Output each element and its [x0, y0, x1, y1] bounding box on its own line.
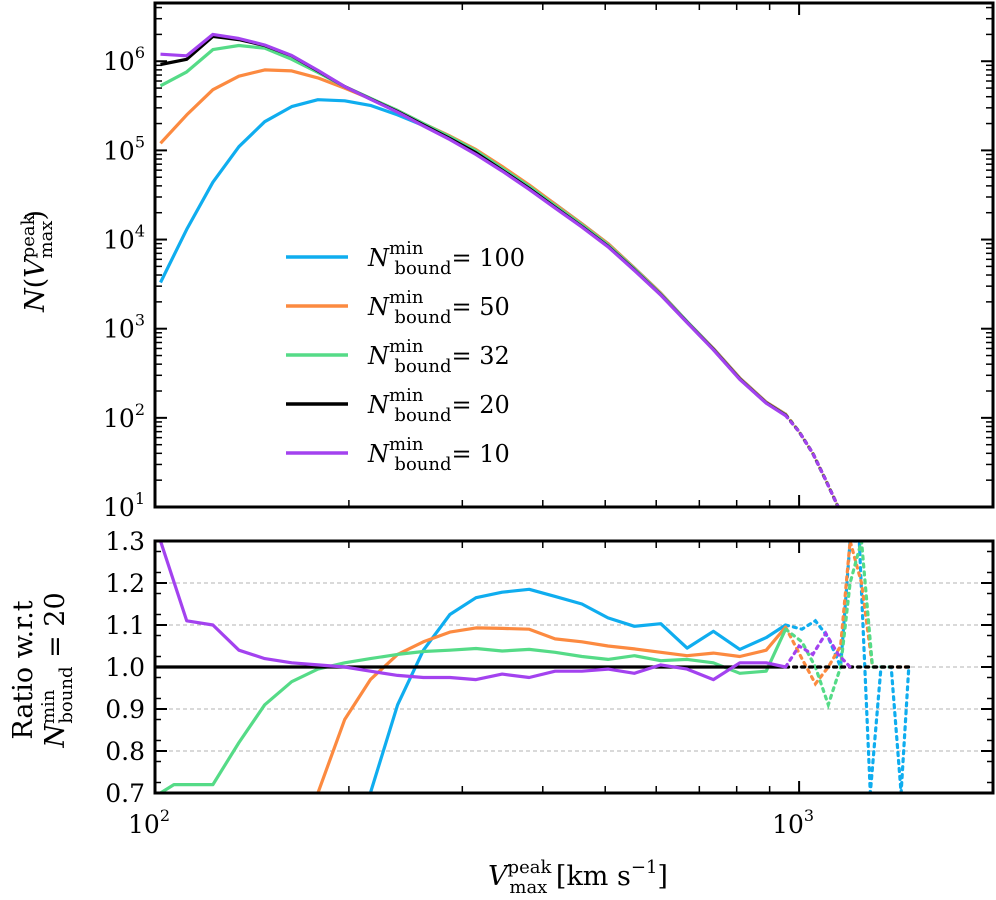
y-tick-label: 105 — [103, 132, 145, 165]
bottom-y-axis-label-line1: Ratio w.r.t — [8, 600, 39, 739]
y-tick-label: 0.7 — [105, 779, 145, 808]
y-tick-exponent: 5 — [135, 132, 145, 151]
top-axes-frame — [153, 1, 995, 509]
legend-value: = 32 — [452, 342, 510, 370]
y-tick-label: 104 — [103, 222, 145, 255]
top-series-lines — [159, 32, 840, 507]
y-tick-label: 102 — [103, 400, 145, 433]
legend-superscript: min — [389, 434, 424, 455]
bottom-y-axis-label-line2: Nminbound = 20 — [38, 592, 77, 748]
y-tick-base: 10 — [103, 315, 135, 344]
legend-entry-label: Nmin bound= 10 — [367, 434, 510, 475]
y-tick-exponent: 2 — [135, 400, 145, 419]
y-tick-label: 1.3 — [105, 527, 145, 556]
legend-value: = 100 — [452, 244, 526, 272]
x-axis-label: Vpeak max [km s−1] — [488, 857, 668, 898]
bottom-y-tick-labels: 0.7 0.8 0.9 1.0 1.1 1.2 1.3 — [105, 527, 145, 808]
bottom-panel: 0.70.80.91.01.11.21.3 102 103 Ratio w.r.t… — [8, 527, 995, 898]
y-tick-base: 10 — [103, 136, 135, 165]
bottom-series-0-line — [368, 587, 787, 793]
legend-superscript: min — [389, 287, 424, 308]
bottom-x-tick-labels: 102 103 — [128, 806, 814, 839]
legend-superscript: min — [389, 336, 424, 357]
legend-superscript: min — [389, 238, 424, 259]
y-tick-label: 101 — [103, 489, 145, 522]
x-tick-base: 10 — [128, 810, 160, 839]
legend-entry-label: Nmin bound= 50 — [367, 287, 510, 328]
y-tick-exponent: 1 — [135, 489, 145, 508]
y-tick-label: 103 — [103, 311, 145, 344]
y-tick-base: 10 — [103, 493, 135, 522]
legend-symbol: N — [367, 440, 390, 468]
legend-superscript: min — [389, 385, 424, 406]
x-tick-exponent: 2 — [160, 806, 170, 825]
legend-subscript: bound — [394, 307, 451, 328]
x-tick-base: 10 — [772, 810, 804, 839]
legend-symbol: N — [367, 391, 390, 419]
y-tick-label: 0.9 — [105, 695, 145, 724]
legend-subscript: bound — [394, 405, 451, 426]
y-tick-base: 10 — [103, 226, 135, 255]
legend-symbol: N — [367, 293, 390, 321]
legend-symbol: N — [367, 244, 390, 272]
y-tick-base: 10 — [103, 47, 135, 76]
bottom-series-lines — [155, 541, 911, 793]
legend-symbol: N — [367, 342, 390, 370]
legend-entry-label: Nmin bound= 20 — [367, 385, 510, 426]
legend-value: = 50 — [452, 293, 510, 321]
y-tick-label: 106 — [103, 43, 145, 76]
top-series-4-line — [160, 32, 787, 417]
top-series-4-dotted-line — [784, 414, 840, 507]
legend-subscript: bound — [394, 356, 451, 377]
bottom-series-2-dotted-line — [784, 541, 891, 710]
top-y-axis-label: N(Vpeakmax) — [18, 210, 57, 313]
legend-value: = 10 — [452, 440, 510, 468]
y-tick-label: 0.8 — [105, 737, 145, 766]
y-tick-label: 1.1 — [105, 611, 145, 640]
bottom-series-4-line — [158, 541, 786, 682]
x-tick-exponent: 3 — [804, 806, 814, 825]
bottom-series-0-dotted-line — [784, 541, 911, 793]
y-tick-base: 10 — [103, 404, 135, 433]
y-tick-exponent: 6 — [135, 43, 145, 62]
legend-value: = 20 — [452, 391, 510, 419]
x-tick-label: 103 — [772, 806, 814, 839]
bottom-series-2-line — [159, 628, 788, 793]
y-tick-label: 1.0 — [105, 653, 145, 682]
bottom-axes-frame — [153, 539, 995, 795]
legend-subscript: bound — [394, 454, 451, 475]
y-tick-exponent: 4 — [135, 222, 145, 241]
legend-entry-label: Nmin bound= 32 — [367, 336, 510, 377]
top-tick-marks — [154, 3, 994, 508]
legend-entry-label: Nmin bound= 100 — [367, 238, 525, 279]
y-tick-label: 1.2 — [105, 569, 145, 598]
x-tick-label: 102 — [128, 806, 170, 839]
legend-subscript: bound — [394, 258, 451, 279]
y-tick-exponent: 3 — [135, 311, 145, 330]
